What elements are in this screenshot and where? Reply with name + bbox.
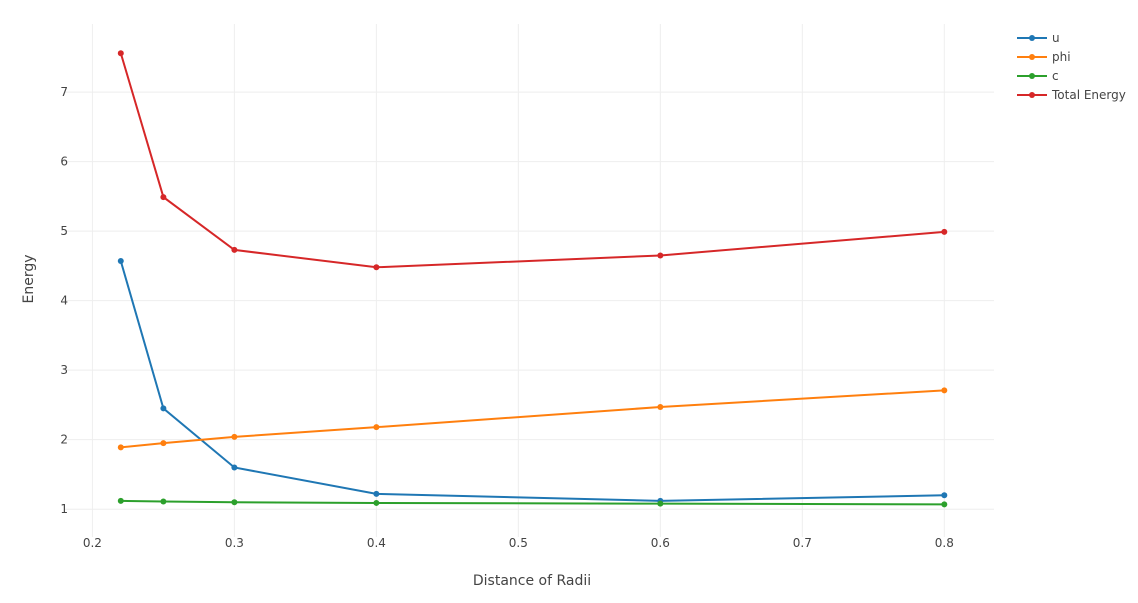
- ticks: 0.2 0.3 0.4 0.5 0.6 0.7 0.8 1 2 3 4 5 6 7: [60, 85, 953, 550]
- y-tick-label: 2: [60, 433, 68, 447]
- data-point: [117, 444, 124, 451]
- data-point: [160, 405, 167, 412]
- grid: [64, 24, 994, 537]
- x-tick-label: 0.2: [83, 536, 102, 550]
- y-tick-label: 7: [60, 85, 68, 99]
- x-tick-label: 0.6: [651, 536, 670, 550]
- legend-item[interactable]: Total Energy: [1017, 88, 1126, 102]
- data-point: [117, 497, 124, 504]
- y-tick-label: 1: [60, 502, 68, 516]
- series-layer: [117, 50, 948, 508]
- series-line: [120, 499, 945, 506]
- data-point: [941, 501, 948, 508]
- series-line: [120, 389, 945, 449]
- series-line: [119, 52, 945, 269]
- data-point: [657, 404, 664, 411]
- x-tick-label: 0.8: [935, 536, 954, 550]
- data-point: [657, 500, 664, 507]
- data-point: [941, 228, 948, 235]
- x-axis-label: Distance of Radii: [473, 573, 591, 589]
- series-phi: [117, 387, 948, 451]
- data-point: [117, 258, 124, 265]
- x-tick-label: 0.4: [367, 536, 386, 550]
- legend-item[interactable]: c: [1017, 69, 1059, 83]
- data-point: [160, 440, 167, 447]
- legend-item[interactable]: u: [1017, 31, 1060, 45]
- data-point: [941, 492, 948, 499]
- series-c: [117, 497, 948, 508]
- legend-label: phi: [1052, 50, 1071, 64]
- data-point: [231, 499, 238, 506]
- legend: u phi c Total Energy: [1017, 31, 1126, 102]
- x-tick-label: 0.7: [793, 536, 812, 550]
- data-point: [941, 387, 948, 394]
- legend-marker: [1029, 35, 1035, 41]
- x-tick-label: 0.5: [509, 536, 528, 550]
- data-point: [160, 194, 167, 201]
- data-point: [373, 424, 380, 431]
- data-point: [373, 490, 380, 497]
- data-point: [160, 498, 167, 505]
- data-point: [373, 264, 380, 271]
- series-u: [117, 258, 948, 504]
- y-tick-label: 3: [60, 363, 68, 377]
- y-tick-label: 6: [60, 155, 68, 169]
- data-point: [117, 50, 124, 57]
- x-tick-label: 0.3: [225, 536, 244, 550]
- legend-label: Total Energy: [1051, 88, 1126, 102]
- legend-label: c: [1052, 69, 1059, 83]
- legend-marker: [1029, 73, 1035, 79]
- y-tick-label: 5: [60, 224, 68, 238]
- legend-marker: [1029, 54, 1035, 60]
- data-point: [231, 246, 238, 253]
- data-point: [657, 252, 664, 259]
- legend-marker: [1029, 92, 1035, 98]
- y-tick-label: 4: [60, 294, 68, 308]
- y-axis-label: Energy: [21, 254, 37, 303]
- data-point: [231, 464, 238, 471]
- series-total-energy: [117, 50, 948, 271]
- legend-label: u: [1052, 31, 1060, 45]
- legend-item[interactable]: phi: [1017, 50, 1071, 64]
- series-line: [119, 260, 945, 502]
- data-point: [231, 433, 238, 440]
- data-point: [373, 499, 380, 506]
